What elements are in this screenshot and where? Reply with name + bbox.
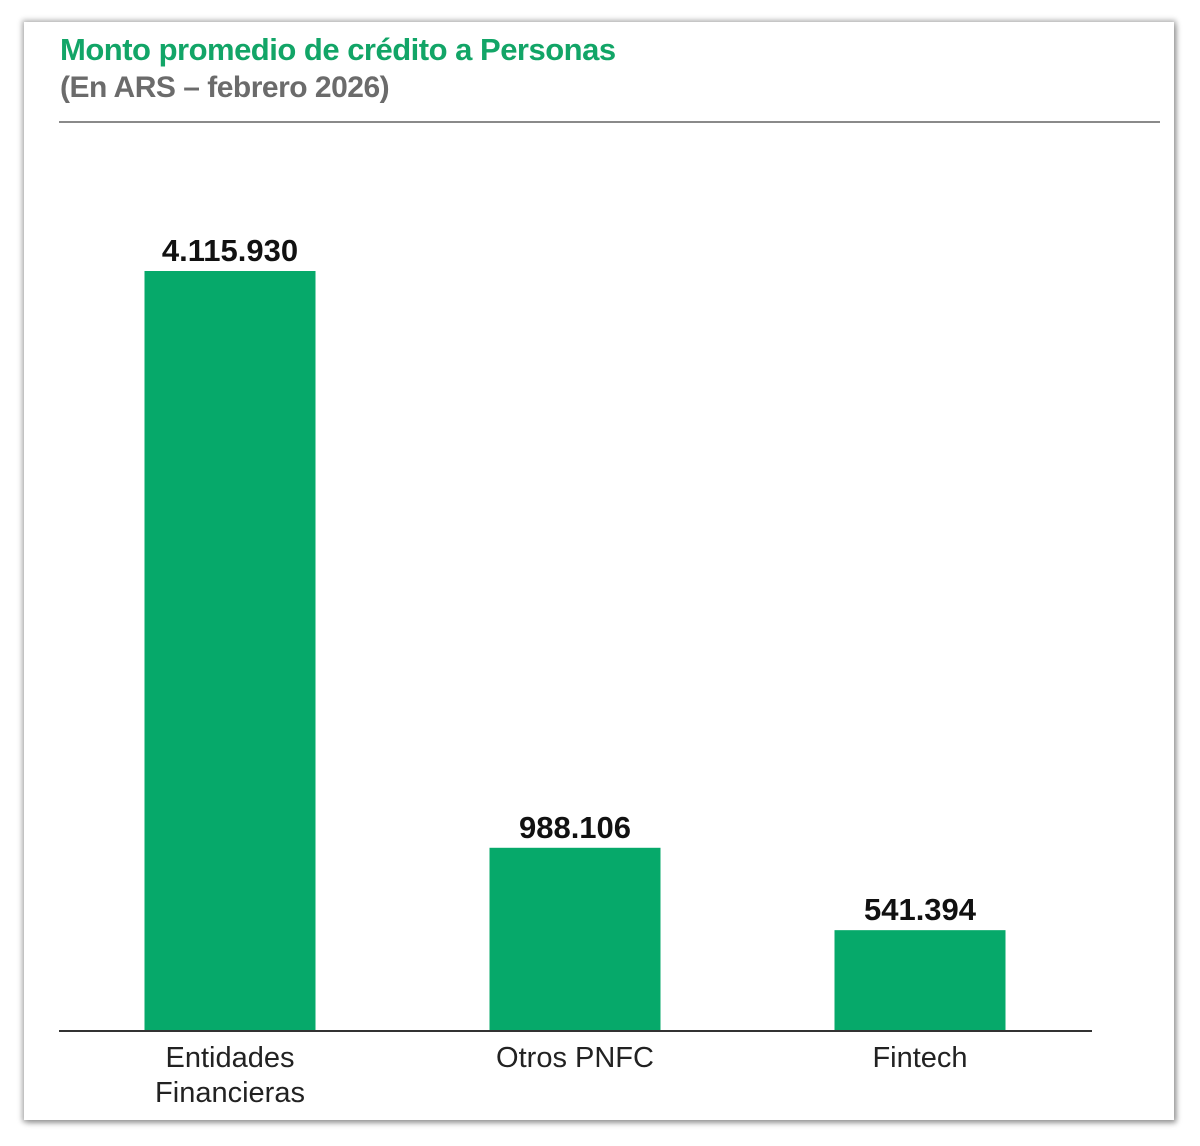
- value-label-0: 4.115.930: [162, 233, 298, 268]
- chart-card: Monto promedio de crédito a Personas (En…: [24, 22, 1174, 1120]
- category-label-1: Otros PNFC: [496, 1042, 654, 1074]
- chart-title: Monto promedio de crédito a Personas: [60, 32, 616, 67]
- bar-2: [834, 930, 1006, 1030]
- category-label-0-line-0: Entidades: [166, 1042, 295, 1074]
- chart-subtitle: (En ARS – febrero 2026): [60, 71, 390, 104]
- value-label-1: 988.106: [519, 810, 631, 845]
- bars-layer: [144, 271, 1006, 1030]
- category-label-2: Fintech: [872, 1042, 967, 1074]
- value-label-2: 541.394: [864, 892, 977, 927]
- bar-0: [144, 271, 316, 1030]
- category-label-0-line-1: Financieras: [155, 1077, 305, 1109]
- title-divider: [59, 121, 1160, 123]
- bar-1: [489, 847, 661, 1030]
